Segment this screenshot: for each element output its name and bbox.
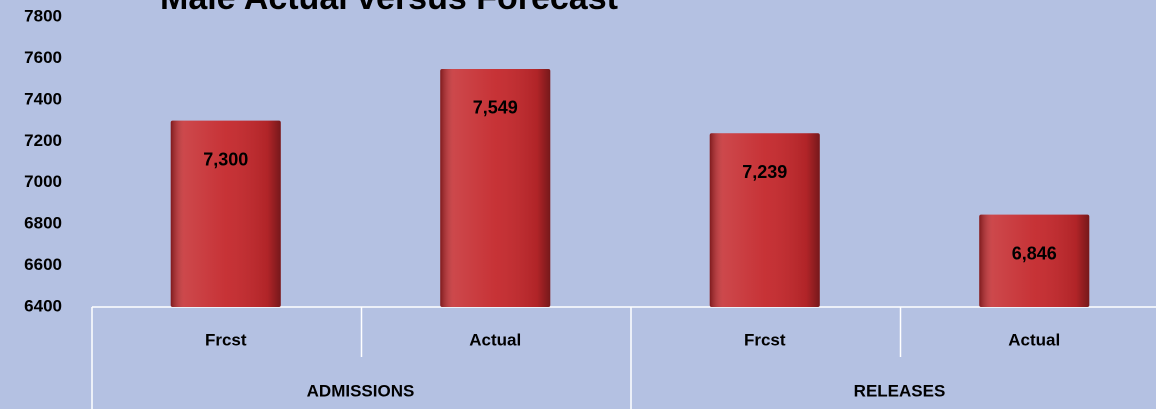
bar-shade <box>709 133 820 307</box>
data-label: 7,300 <box>203 149 248 169</box>
y-tick-label: 7600 <box>24 48 62 67</box>
bar-shade <box>979 214 1090 307</box>
y-tick-label: 7400 <box>24 89 62 108</box>
data-label: 6,846 <box>1012 243 1057 263</box>
x-tick-label: Actual <box>1008 330 1060 349</box>
x-tick-label: Frcst <box>205 330 247 349</box>
group-label: RELEASES <box>854 381 946 400</box>
bar-shade <box>170 120 281 307</box>
y-tick-label: 6600 <box>24 255 62 274</box>
chart-title: Male Actual versus Forecast <box>160 0 618 17</box>
group-label: ADMISSIONS <box>307 381 415 400</box>
x-tick-label: Frcst <box>744 330 786 349</box>
y-tick-label: 7000 <box>24 172 62 191</box>
y-tick-label: 7200 <box>24 131 62 150</box>
bar-shade <box>440 68 551 307</box>
y-tick-label: 6800 <box>24 214 62 233</box>
data-label: 7,549 <box>473 98 518 118</box>
x-tick-label: Actual <box>469 330 521 349</box>
data-label: 7,239 <box>742 162 787 182</box>
y-tick-label: 6400 <box>24 296 62 315</box>
y-tick-label: 7800 <box>24 6 62 25</box>
